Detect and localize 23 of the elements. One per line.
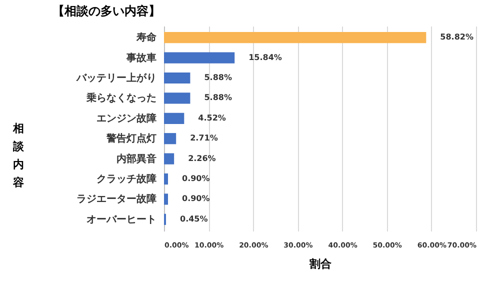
data-label: 0.45% [180,214,208,224]
chart-title: 【相談の多い内容】 [52,4,160,18]
data-label: 4.52% [198,113,226,122]
y-tick-label: バッテリー上がり [76,72,156,84]
data-label: 0.90% [182,194,210,204]
y-tick-label: クラッチ故障 [96,172,156,185]
data-label: 2.71% [190,134,218,143]
y-tick-label: 警告灯点灯 [106,132,156,145]
x-axis-title: 割合 [308,258,332,270]
data-label: 58.82% [440,32,474,42]
y-axis-title: 相談内容 [12,122,25,189]
y-tick-label: 内部異音 [116,152,156,165]
data-label: 5.88% [204,93,232,102]
data-label: 0.90% [182,174,210,183]
y-tick-label: オーバーヒート [86,214,156,226]
y-tick-label: 寿命 [136,32,158,44]
y-tick-label: エンジン故障 [96,112,156,124]
data-label: 15.84% [248,52,282,62]
data-label: 2.26% [188,154,216,163]
y-tick-label: 事故車 [126,52,156,64]
data-label: 5.88% [204,73,232,82]
y-tick-label: 乗らなくなった [86,92,156,104]
y-tick-label: ラジエーター故障 [76,193,156,206]
